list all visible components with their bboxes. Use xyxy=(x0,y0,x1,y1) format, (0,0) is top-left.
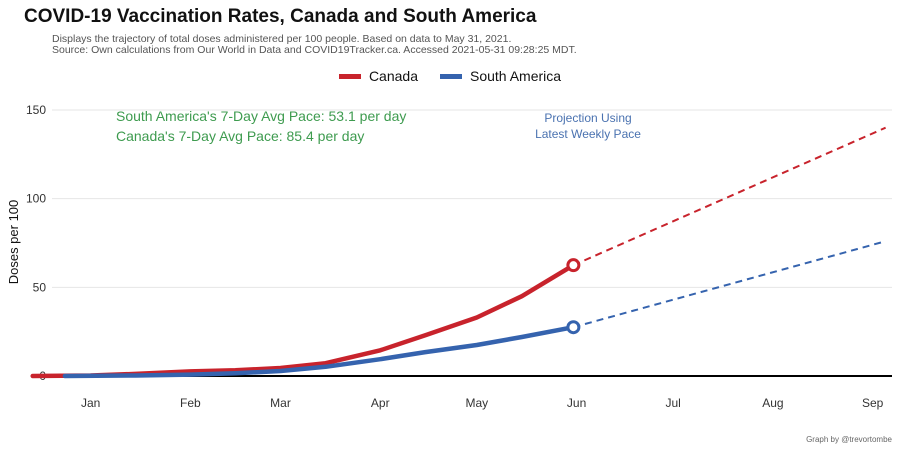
x-tick-label-jun: Jun xyxy=(567,396,586,410)
x-tick-label-may: May xyxy=(465,396,488,410)
x-tick-label-aug: Aug xyxy=(762,396,783,410)
latest-point-marker-canada xyxy=(566,258,581,273)
series-layer xyxy=(30,126,887,379)
graph-credit: Graph by @trevortombe xyxy=(806,435,892,444)
projection-line-south-america xyxy=(573,240,886,329)
x-tick-label-jul: Jul xyxy=(665,396,680,410)
legend-item-canada: Canada xyxy=(338,68,418,84)
subtitle-line-2: Source: Own calculations from Our World … xyxy=(52,44,577,56)
annotation-pace-canada: Canada's 7-Day Avg Pace: 85.4 per day xyxy=(116,128,364,144)
x-tick-label-mar: Mar xyxy=(270,396,291,410)
chart-legend: Canada South America xyxy=(0,68,900,84)
y-tick-label-50: 50 xyxy=(33,280,47,294)
legend-label-south-america: South America xyxy=(469,68,562,84)
legend-label-canada: Canada xyxy=(368,68,418,84)
legend-swatch-south-america xyxy=(439,73,462,79)
x-tick-label-sep: Sep xyxy=(862,396,884,410)
y-tick-label-150: 150 xyxy=(26,103,46,117)
subtitle-line-1: Displays the trajectory of total doses a… xyxy=(52,33,512,45)
x-tick-label-feb: Feb xyxy=(180,396,201,410)
chart-subtitle: Displays the trajectory of total doses a… xyxy=(52,34,577,56)
latest-point-marker-south-america xyxy=(566,320,581,335)
grid-layer xyxy=(52,109,892,288)
projection-line-canada xyxy=(572,126,887,267)
series-line-canada xyxy=(30,262,576,379)
legend-swatch-canada xyxy=(338,73,361,79)
annotation-pace-south-america: South America's 7-Day Avg Pace: 53.1 per… xyxy=(116,108,406,124)
x-tick-label-jan: Jan xyxy=(81,396,100,410)
y-axis-label: Doses per 100 xyxy=(6,200,21,285)
annotation-projection-line-2: Latest Weekly Pace xyxy=(535,127,641,141)
y-tick-label-100: 100 xyxy=(26,192,46,206)
series-line-south-america xyxy=(62,324,576,379)
annotation-projection-line-1: Projection Using xyxy=(544,111,631,125)
chart-title: COVID-19 Vaccination Rates, Canada and S… xyxy=(24,6,537,27)
x-tick-label-apr: Apr xyxy=(371,396,390,410)
legend-item-south-america: South America xyxy=(439,68,562,84)
